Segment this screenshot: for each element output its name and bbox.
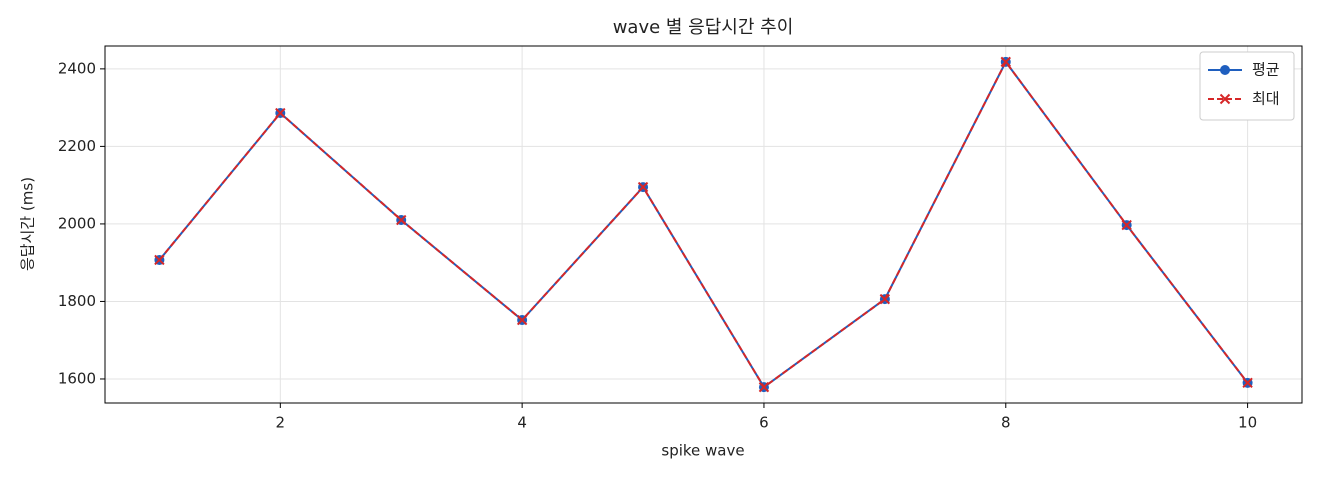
x-tick-label: 6 [759, 414, 769, 432]
series-line [158, 59, 1249, 389]
y-tick-label: 1800 [58, 292, 96, 310]
series-line [158, 59, 1249, 389]
legend-label: 평균 [1252, 61, 1280, 79]
point [1000, 56, 1011, 68]
plot-frame [104, 45, 1303, 404]
point [396, 214, 407, 226]
y-tick-label: 1600 [58, 369, 96, 387]
point [1242, 377, 1253, 389]
legend-marker [1220, 65, 1230, 75]
y-tick-label: 2000 [58, 214, 96, 232]
y-tick-label: 2400 [58, 59, 96, 77]
x-tick-label: 4 [517, 414, 527, 432]
x-tick-label: 10 [1238, 414, 1257, 432]
x-tick-label: 8 [1001, 414, 1011, 432]
y-tick-label: 2200 [58, 137, 96, 155]
point [516, 314, 528, 326]
point [758, 381, 770, 393]
legend-marker [1219, 93, 1231, 105]
point [637, 181, 649, 193]
point [275, 107, 286, 119]
chart-title: wave 별 응답시간 추이 [613, 17, 794, 38]
legend-box [1199, 51, 1295, 121]
y-axis-label: 응답시간 (ms) [19, 177, 37, 271]
point [154, 254, 165, 266]
legend-label: 최대 [1252, 90, 1280, 108]
x-axis-label: spike wave [661, 442, 744, 460]
point [879, 293, 891, 305]
point [1121, 219, 1132, 231]
x-tick-label: 2 [276, 414, 286, 432]
